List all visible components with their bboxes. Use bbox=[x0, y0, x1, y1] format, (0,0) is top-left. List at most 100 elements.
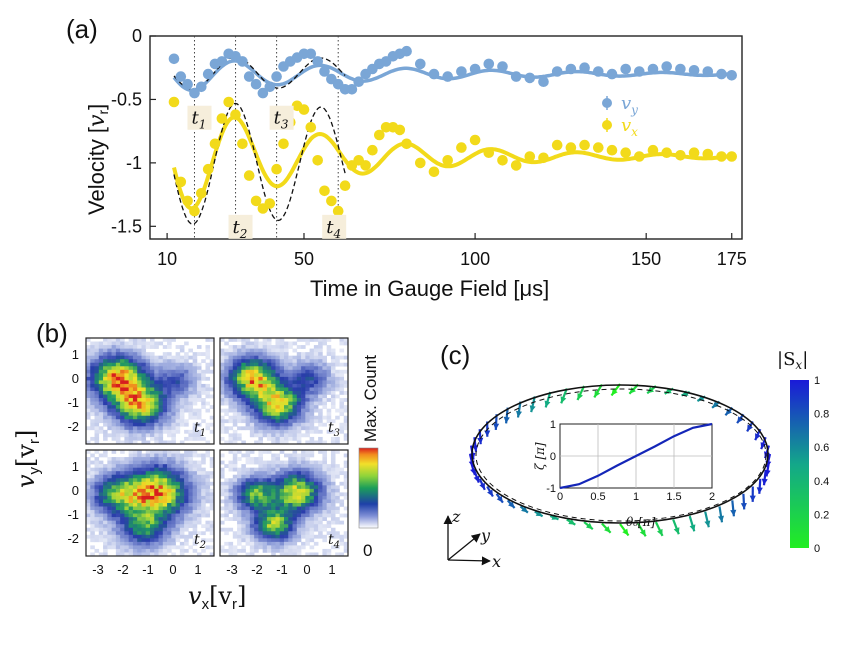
vx-data-point bbox=[442, 155, 454, 166]
panel-a-legend: vy vx bbox=[602, 93, 638, 139]
vx-data-point bbox=[202, 163, 214, 175]
spin-arrowhead bbox=[508, 501, 515, 508]
spin-arrowhead bbox=[493, 423, 500, 430]
b-x-tick-label: -1 bbox=[142, 562, 154, 577]
b-x-tick-label: -1 bbox=[276, 562, 288, 577]
panel-b-label: (b) bbox=[36, 318, 68, 348]
spin-arrowhead bbox=[577, 393, 583, 400]
inset-y-tick-label: -1 bbox=[546, 483, 556, 495]
y-tick-label: -0.5 bbox=[111, 89, 142, 109]
inset-y-tick-label: 1 bbox=[550, 419, 556, 431]
vy-data-point bbox=[319, 66, 330, 77]
vx-data-point bbox=[565, 142, 577, 153]
spin-arrowhead bbox=[764, 469, 771, 477]
histogram-frame bbox=[85, 449, 215, 557]
inset-ylabel: ζ [π] bbox=[533, 442, 547, 470]
vx-data-point bbox=[415, 157, 426, 169]
panel-a-frame bbox=[149, 35, 743, 240]
spin-arrowhead bbox=[568, 518, 576, 525]
panel-a-label: (a) bbox=[66, 14, 98, 44]
panel-b-ylabel: vy[vr] bbox=[12, 430, 43, 488]
vy-data-point bbox=[196, 81, 207, 93]
vx-data-point bbox=[606, 144, 618, 156]
vy-data-point bbox=[428, 68, 440, 80]
velocity-histogram-1: t1 bbox=[85, 337, 215, 445]
b-y-tick-label: -2 bbox=[67, 419, 79, 434]
b-y-tick-label: -1 bbox=[67, 395, 79, 410]
spin-arrowhead bbox=[689, 524, 696, 532]
b-y-tick-label: 0 bbox=[72, 371, 79, 386]
vx-data-point bbox=[360, 160, 371, 171]
vx-data-point bbox=[497, 155, 508, 166]
vx-data-point bbox=[250, 195, 262, 207]
vx-data-point bbox=[271, 163, 282, 175]
spin-arrowhead bbox=[479, 482, 485, 490]
vx-data-point bbox=[230, 109, 241, 120]
vy-data-point bbox=[175, 71, 187, 82]
vx-data-point bbox=[688, 147, 700, 158]
vx-data-point bbox=[726, 151, 737, 162]
vx-data-point bbox=[716, 151, 727, 162]
b-x-tick-label: -3 bbox=[226, 562, 238, 577]
b-x-tick-label: 0 bbox=[169, 562, 176, 577]
b-x-tick-label: -2 bbox=[117, 562, 129, 577]
panel-a-xlabel: Time in Gauge Field [μs] bbox=[310, 276, 549, 301]
time-label: t3 bbox=[274, 108, 289, 132]
b-y-tick-label: 1 bbox=[72, 459, 79, 474]
vx-data-point bbox=[428, 166, 440, 178]
vy-data-point bbox=[312, 56, 324, 67]
b-y-tick-label: -1 bbox=[67, 507, 79, 522]
vx-data-point bbox=[237, 138, 248, 150]
spin-arrowhead bbox=[712, 401, 719, 408]
c-colorbar-tick-label: 0.6 bbox=[814, 442, 829, 454]
y-tick-label: 0 bbox=[132, 26, 142, 46]
histogram-time-label: t2 bbox=[194, 532, 206, 551]
vy-data-point bbox=[593, 66, 604, 77]
velocity-histogram-3: t2 bbox=[85, 449, 215, 557]
spin-arrowhead bbox=[761, 478, 768, 486]
vy-data-point bbox=[634, 66, 645, 77]
spin-arrowhead bbox=[681, 390, 689, 396]
vx-data-point bbox=[339, 180, 351, 191]
vx-data-point bbox=[182, 195, 193, 207]
vy-data-point bbox=[442, 71, 454, 82]
histogram-time-label: t1 bbox=[194, 420, 206, 439]
vy-data-point bbox=[688, 65, 700, 76]
spin-arrowhead bbox=[560, 396, 567, 404]
spin-arrowhead bbox=[737, 416, 744, 424]
spin-arrowhead bbox=[749, 495, 756, 502]
vy-data-point bbox=[243, 71, 255, 82]
legend-vx-label: vx bbox=[621, 115, 638, 139]
legend-vy-label: vy bbox=[621, 93, 638, 117]
time-label-bg bbox=[228, 214, 253, 239]
spin-arrowhead bbox=[473, 475, 480, 483]
axes-triad: z y x bbox=[443, 507, 501, 571]
vx-data-point bbox=[209, 138, 221, 150]
b-x-tick-label: 0 bbox=[303, 562, 310, 577]
spin-arrowhead bbox=[496, 495, 503, 503]
inset-x-tick-label: 1 bbox=[633, 491, 639, 503]
inset-zeta-curve bbox=[559, 422, 713, 490]
x-tick-label: 50 bbox=[294, 249, 314, 269]
panel-b-colorbar-zero: 0 bbox=[363, 541, 372, 560]
vy-data-point bbox=[483, 58, 495, 70]
vx-data-point bbox=[524, 151, 536, 162]
vy-data-point bbox=[189, 87, 200, 99]
histogram-frame bbox=[219, 337, 349, 445]
spin-arrowhead bbox=[756, 487, 763, 494]
vy-data-point bbox=[257, 87, 269, 99]
spin-arrowhead bbox=[740, 503, 747, 510]
vy-data-point bbox=[346, 84, 358, 95]
panel-c-plot: 0 0.5 1 1.5 210-1 θ₀[π] ζ [π] z y x 10.80.60… bbox=[443, 349, 829, 571]
vy-data-point bbox=[606, 68, 618, 80]
vx-data-point bbox=[298, 104, 310, 115]
vy-data-point bbox=[716, 68, 727, 80]
vx-data-point bbox=[675, 150, 686, 161]
vy-data-point bbox=[510, 71, 522, 82]
velocity-histogram-2: t3 bbox=[219, 337, 349, 445]
spin-arrowhead bbox=[594, 390, 601, 398]
vx-data-point bbox=[168, 96, 180, 108]
vx-data-point bbox=[264, 198, 276, 209]
spin-arrowhead bbox=[521, 506, 528, 513]
